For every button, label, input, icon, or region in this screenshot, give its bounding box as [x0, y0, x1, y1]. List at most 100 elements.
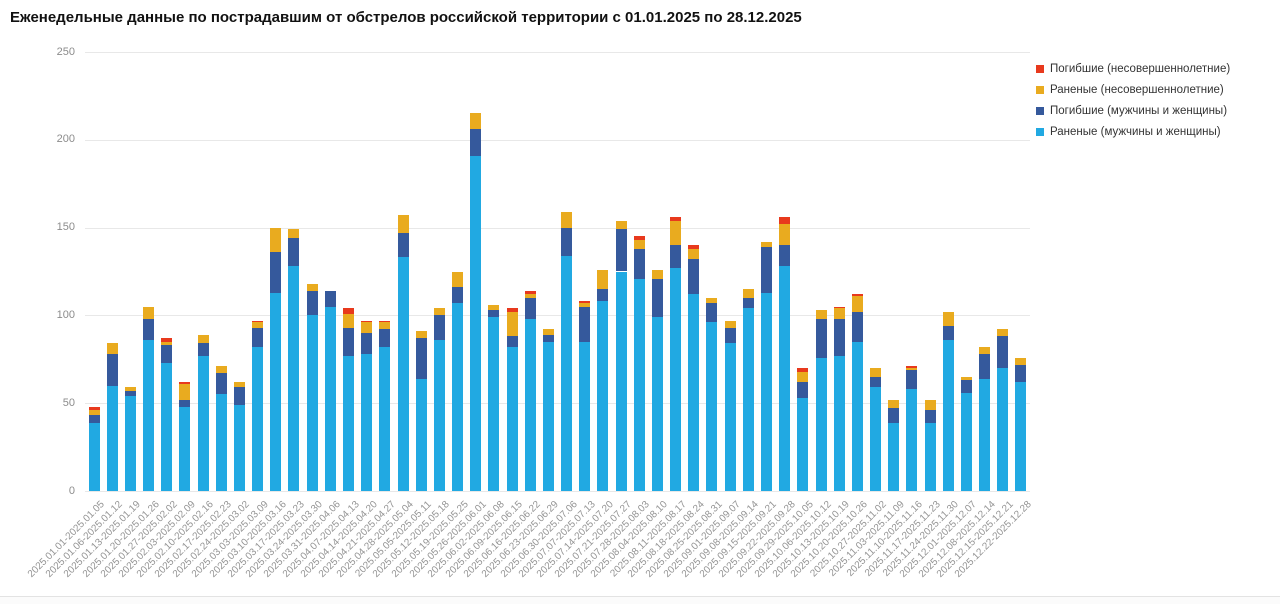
bar-segment[interactable] — [833, 355, 845, 491]
bar-segment[interactable] — [197, 334, 209, 344]
bar-segment[interactable] — [833, 306, 845, 309]
bar-segment[interactable] — [506, 311, 518, 337]
bar-segment[interactable] — [942, 311, 954, 326]
bar-segment[interactable] — [706, 303, 718, 323]
bar-segment[interactable] — [143, 306, 155, 319]
bar-segment[interactable] — [88, 422, 100, 491]
bar-segment[interactable] — [288, 238, 300, 267]
bar-segment[interactable] — [106, 385, 118, 491]
bar-segment[interactable] — [379, 320, 391, 323]
bar-segment[interactable] — [288, 266, 300, 491]
bar-segment[interactable] — [452, 287, 464, 304]
bar-segment[interactable] — [979, 378, 991, 491]
bar-segment[interactable] — [506, 347, 518, 491]
bar-segment[interactable] — [924, 410, 936, 423]
bar-segment[interactable] — [524, 318, 536, 491]
bar-segment[interactable] — [851, 311, 863, 342]
bar-segment[interactable] — [452, 303, 464, 491]
bar-segment[interactable] — [1015, 357, 1027, 365]
bar-segment[interactable] — [924, 422, 936, 491]
bar-segment[interactable] — [361, 322, 373, 333]
bar-segment[interactable] — [579, 341, 591, 491]
bar-segment[interactable] — [815, 310, 827, 319]
bar-segment[interactable] — [797, 368, 809, 372]
bar-segment[interactable] — [960, 392, 972, 491]
bar-segment[interactable] — [742, 297, 754, 309]
bar-segment[interactable] — [288, 229, 300, 239]
bar-segment[interactable] — [670, 217, 682, 221]
bar-segment[interactable] — [1015, 364, 1027, 383]
bar-segment[interactable] — [724, 343, 736, 491]
bar-segment[interactable] — [779, 224, 791, 246]
bar-segment[interactable] — [542, 329, 554, 335]
bar-segment[interactable] — [88, 415, 100, 423]
bar-segment[interactable] — [815, 318, 827, 358]
bar-segment[interactable] — [306, 315, 318, 491]
bar-segment[interactable] — [361, 320, 373, 323]
bar-segment[interactable] — [124, 396, 136, 491]
bar-segment[interactable] — [579, 301, 591, 304]
bar-segment[interactable] — [742, 289, 754, 298]
bar-segment[interactable] — [379, 347, 391, 491]
bar-segment[interactable] — [942, 339, 954, 491]
bar-segment[interactable] — [997, 329, 1009, 337]
bar-segment[interactable] — [361, 332, 373, 355]
bar-segment[interactable] — [942, 325, 954, 340]
bar-segment[interactable] — [615, 229, 627, 272]
bar-segment[interactable] — [88, 406, 100, 411]
bar-segment[interactable] — [488, 304, 500, 311]
bar-segment[interactable] — [888, 422, 900, 491]
bar-segment[interactable] — [197, 355, 209, 491]
bar-segment[interactable] — [343, 355, 354, 491]
bar-segment[interactable] — [688, 245, 700, 249]
bar-segment[interactable] — [997, 368, 1009, 491]
bar-segment[interactable] — [470, 155, 482, 491]
bar-segment[interactable] — [579, 306, 591, 342]
bar-segment[interactable] — [270, 292, 282, 491]
bar-segment[interactable] — [851, 341, 863, 491]
bar-segment[interactable] — [306, 290, 318, 316]
bar-segment[interactable] — [851, 296, 863, 312]
bar-segment[interactable] — [161, 338, 173, 342]
bar-segment[interactable] — [779, 266, 791, 491]
bar-segment[interactable] — [615, 271, 627, 491]
bar-segment[interactable] — [233, 387, 245, 405]
bar-segment[interactable] — [143, 318, 155, 340]
bar-segment[interactable] — [688, 248, 700, 260]
bar-segment[interactable] — [233, 404, 245, 491]
bar-segment[interactable] — [270, 227, 282, 253]
bar-segment[interactable] — [706, 297, 718, 304]
bar-segment[interactable] — [597, 269, 609, 290]
bar-segment[interactable] — [179, 406, 191, 491]
bar-segment[interactable] — [670, 245, 682, 268]
bar-segment[interactable] — [252, 347, 264, 491]
bar-segment[interactable] — [779, 217, 791, 225]
bar-segment[interactable] — [161, 362, 173, 491]
bar-segment[interactable] — [524, 290, 536, 295]
bar-segment[interactable] — [579, 303, 591, 307]
bar-segment[interactable] — [415, 378, 427, 491]
bar-segment[interactable] — [524, 294, 536, 298]
bar-segment[interactable] — [379, 329, 391, 347]
bar-segment[interactable] — [688, 294, 700, 491]
bar-segment[interactable] — [779, 245, 791, 267]
bar-segment[interactable] — [851, 294, 863, 297]
bar-segment[interactable] — [906, 368, 918, 370]
bar-segment[interactable] — [979, 354, 991, 379]
bar-segment[interactable] — [215, 366, 227, 374]
bar-segment[interactable] — [179, 383, 191, 400]
bar-segment[interactable] — [233, 382, 245, 388]
bar-segment[interactable] — [906, 369, 918, 390]
bar-segment[interactable] — [397, 257, 409, 491]
bar-segment[interactable] — [706, 322, 718, 491]
bar-segment[interactable] — [1015, 382, 1027, 491]
bar-segment[interactable] — [506, 308, 518, 312]
bar-segment[interactable] — [415, 331, 427, 339]
bar-segment[interactable] — [561, 211, 573, 228]
bar-segment[interactable] — [124, 387, 136, 391]
bar-segment[interactable] — [670, 220, 682, 246]
bar-segment[interactable] — [433, 339, 445, 491]
bar-segment[interactable] — [561, 255, 573, 491]
bar-segment[interactable] — [870, 387, 882, 491]
bar-segment[interactable] — [724, 320, 736, 328]
